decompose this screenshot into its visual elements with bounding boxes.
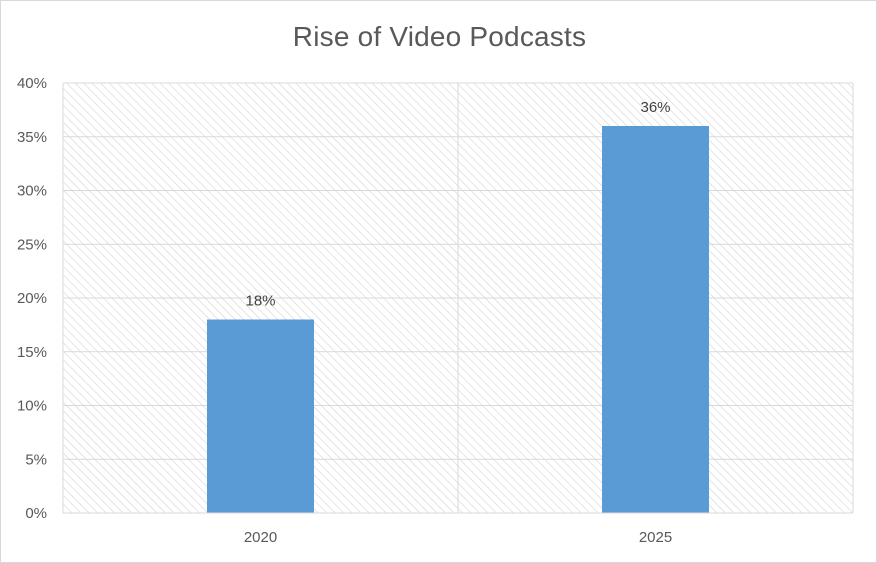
y-tick-label: 35% [17,129,47,146]
chart-title: Rise of Video Podcasts [292,21,587,52]
x-tick-label: 2020 [244,529,277,546]
data-label: 36% [640,99,670,116]
y-tick-label: 30% [17,183,47,200]
y-tick-label: 10% [17,398,47,415]
y-tick-label: 15% [17,344,47,361]
y-tick-label: 5% [25,451,47,468]
y-tick-label: 40% [17,75,47,92]
y-tick-label: 20% [17,290,47,307]
y-tick-label: 25% [17,236,47,253]
bar [207,319,314,513]
x-tick-label: 2025 [639,529,672,546]
y-tick-label: 0% [25,505,47,522]
data-label: 18% [245,293,275,310]
bar [602,126,709,513]
